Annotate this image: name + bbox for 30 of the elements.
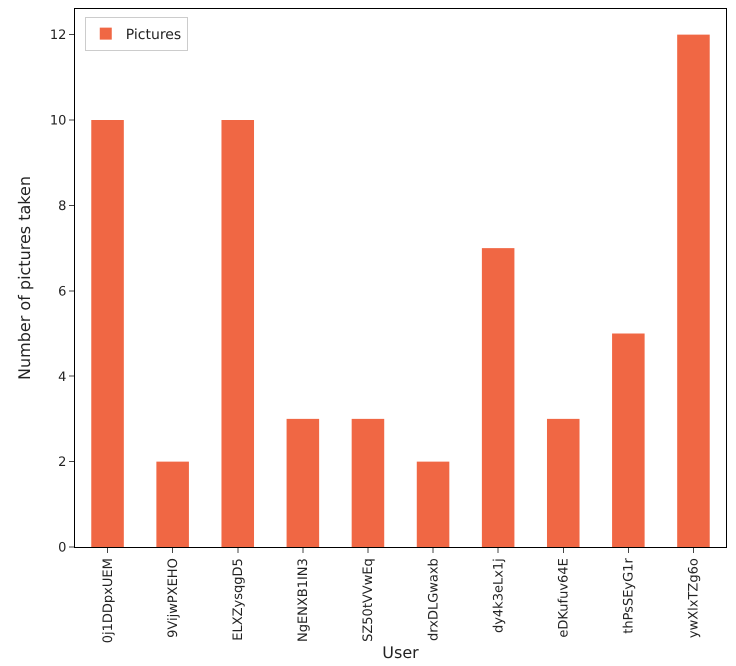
x-tick-label: drxDLGwaxb — [426, 558, 442, 642]
y-axis-title: Number of pictures taken — [14, 176, 34, 380]
bar — [482, 248, 514, 547]
y-tick-label: 8 — [58, 198, 66, 214]
y-tick-label: 4 — [58, 370, 66, 385]
bar — [286, 418, 320, 547]
bar — [416, 462, 450, 547]
bar — [91, 120, 124, 547]
y-tick-label: 10 — [50, 114, 66, 129]
x-tick-label: eDKufuv64E — [556, 558, 572, 638]
bar — [612, 334, 645, 547]
bar — [677, 34, 710, 547]
bar — [352, 418, 384, 547]
x-axis-title: User — [382, 642, 420, 662]
y-tick-label: 0 — [58, 540, 66, 556]
x-tick-label: 0j1DDpxUEM — [100, 558, 116, 644]
legend-label: Pictures — [126, 27, 182, 44]
bar — [221, 120, 254, 547]
x-tick-label: ELXZysqgD5 — [230, 558, 246, 641]
x-tick-label: 9VijwPXEHO — [166, 558, 181, 638]
x-tick-label: dy4k3eLx1j — [491, 558, 506, 634]
x-tick-label: SZ50tVVwEq — [361, 558, 376, 642]
x-tick-label: ywXlxTZg6o — [686, 558, 702, 638]
bar — [546, 418, 580, 547]
x-tick-label: NgENXB1IN3 — [296, 558, 312, 642]
x-tick-label: thPsSEyG1r — [622, 558, 637, 634]
y-tick-label: 12 — [50, 28, 66, 44]
y-tick-label: 2 — [58, 455, 66, 470]
y-tick-label: 6 — [58, 284, 66, 300]
bar — [156, 462, 189, 547]
